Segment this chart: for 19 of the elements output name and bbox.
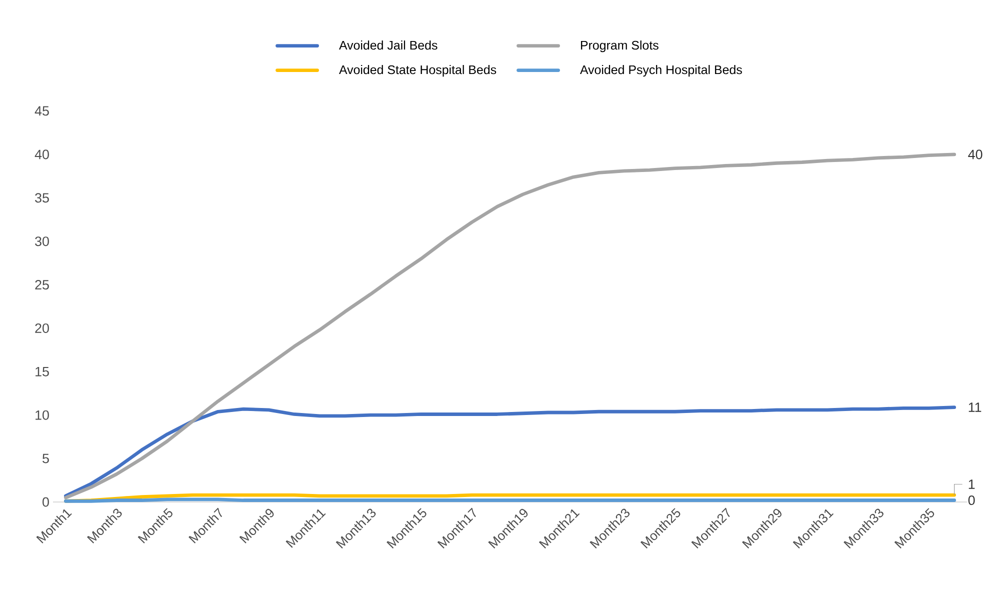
legend-label: Avoided Psych Hospital Beds	[580, 65, 742, 77]
y-tick-label: 45	[34, 106, 49, 116]
line-series	[64, 152, 956, 500]
data-label: 1	[968, 480, 975, 489]
legend-label: Program Slots	[580, 40, 658, 52]
legend-label: Avoided State Hospital Beds	[339, 65, 496, 77]
y-tick-label: 0	[42, 497, 49, 507]
y-tick-label: 35	[35, 193, 49, 203]
y-tick-label: 10	[36, 410, 49, 420]
y-tick-label: 30	[35, 236, 49, 246]
data-label: 11	[968, 402, 982, 412]
y-tick-label: 40	[34, 150, 49, 160]
data-label: 40	[968, 150, 982, 160]
y-tick-label: 15	[36, 366, 49, 376]
data-label: 0	[968, 496, 975, 506]
y-tick-label: 5	[42, 454, 49, 464]
legend-label: Avoided Jail Beds	[339, 40, 438, 50]
y-tick-label: 20	[35, 323, 49, 333]
y-tick-label: 25	[35, 280, 49, 290]
